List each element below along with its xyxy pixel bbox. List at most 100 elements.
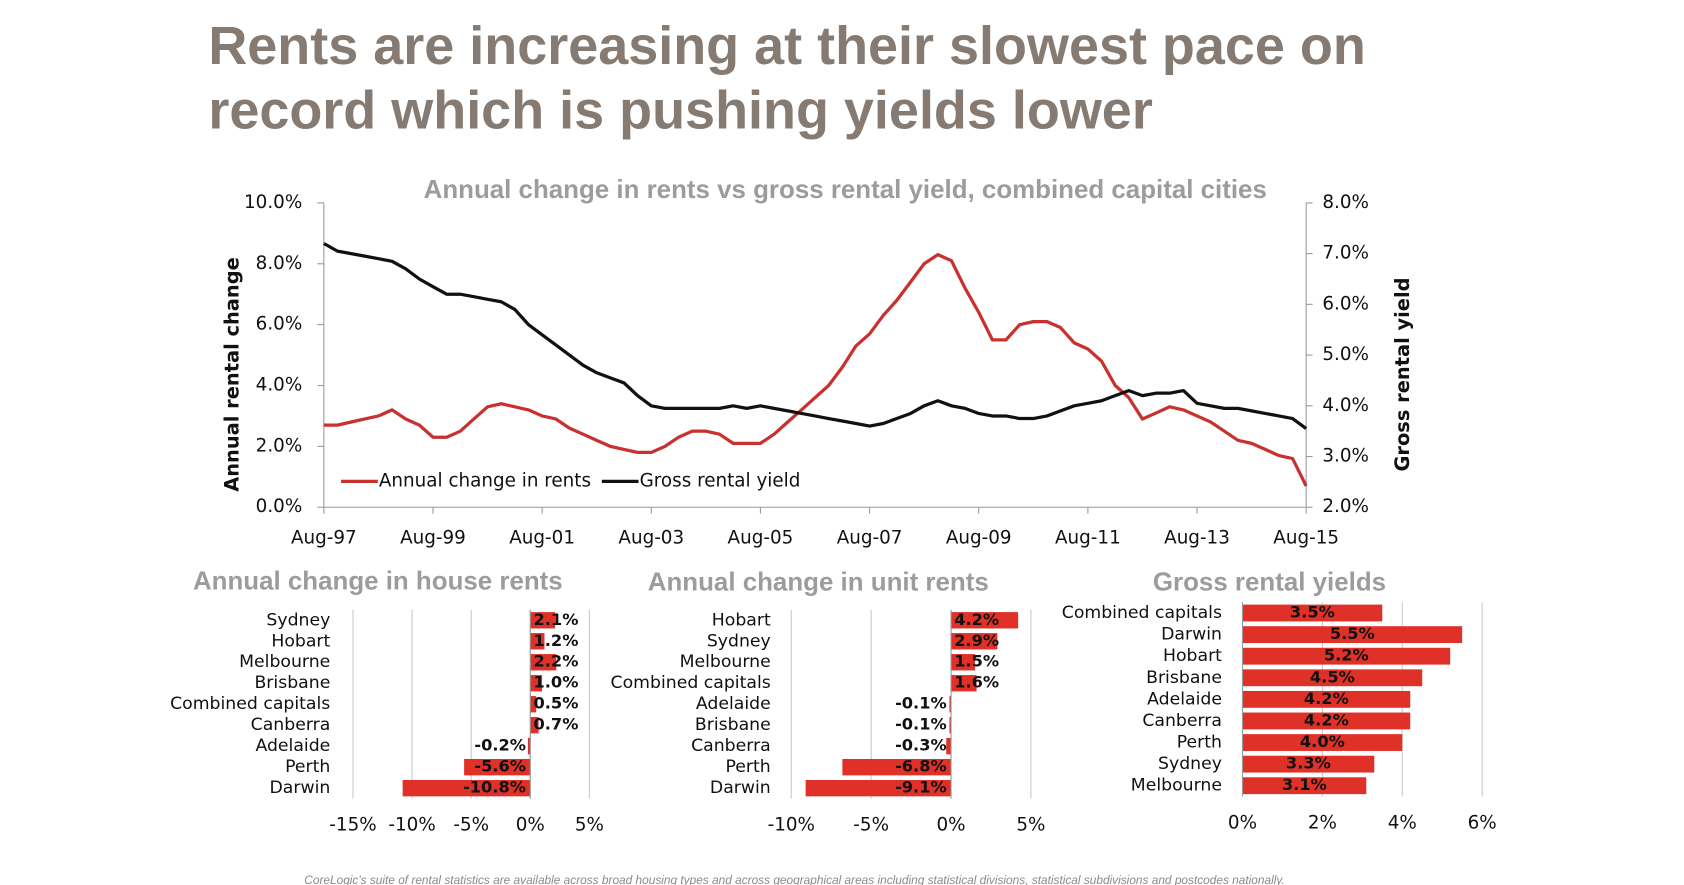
bar	[402, 779, 531, 797]
category-label: Darwin	[710, 778, 771, 798]
x-tick-label: 0%	[936, 815, 965, 836]
bar	[527, 738, 531, 755]
category-label: Adelaide	[696, 694, 771, 714]
chart-title: Gross rental yields	[1153, 569, 1386, 597]
y2-tick-label: 4.0%	[1322, 395, 1369, 416]
data-label: 1.5%	[954, 652, 999, 671]
data-label: 1.6%	[954, 673, 999, 692]
bar	[530, 654, 557, 671]
x-tick-label: 4%	[1388, 812, 1417, 833]
data-label: 3.5%	[1290, 603, 1335, 622]
y2-tick-label: 3.0%	[1322, 446, 1369, 467]
x-tick-label: -5%	[853, 815, 889, 836]
data-label: 0.5%	[534, 694, 579, 713]
category-label: Darwin	[1161, 625, 1222, 645]
bar	[1242, 734, 1403, 751]
category-label: Melbourne	[1131, 776, 1222, 796]
data-label: -9.1%	[895, 778, 947, 797]
data-label: 1.2%	[534, 631, 579, 650]
bar	[530, 633, 545, 650]
x-tick-label: 2%	[1308, 812, 1337, 833]
bar	[1242, 755, 1375, 773]
data-label: 2.1%	[534, 610, 579, 629]
x-tick-label: Aug-07	[837, 528, 903, 549]
data-label: 4.2%	[1304, 689, 1349, 708]
bar	[530, 612, 556, 629]
bar	[951, 654, 975, 671]
x-tick-label: Aug-03	[618, 528, 684, 549]
category-label: Darwin	[269, 778, 330, 798]
category-label: Adelaide	[1147, 689, 1222, 709]
chart-title: Annual change in rents vs gross rental y…	[424, 176, 1267, 204]
category-label: Canberra	[691, 736, 771, 756]
category-label: Sydney	[266, 610, 330, 630]
category-label: Hobart	[712, 610, 771, 630]
data-label: -0.1%	[895, 715, 947, 734]
category-label: Combined capitals	[611, 673, 771, 693]
page-title: record which is pushing yields lower	[208, 81, 1153, 141]
y2-tick-label: 7.0%	[1322, 243, 1369, 264]
category-label: Brisbane	[254, 673, 330, 693]
bar	[530, 717, 539, 734]
data-label: 1.0%	[534, 673, 579, 692]
x-tick-label: Aug-13	[1164, 528, 1230, 549]
data-label: 2.9%	[954, 631, 999, 650]
category-label: Sydney	[707, 631, 771, 651]
bar	[1242, 626, 1463, 644]
y2-tick-label: 2.0%	[1322, 496, 1369, 517]
x-tick-label: 6%	[1468, 812, 1497, 833]
data-label: -6.8%	[895, 757, 947, 776]
legend-label: Annual change in rents	[379, 470, 591, 491]
bar	[842, 758, 952, 776]
x-tick-label: -5%	[453, 815, 489, 836]
x-tick-label: Aug-99	[400, 528, 466, 549]
data-label: -5.6%	[474, 757, 526, 776]
data-label: 5.5%	[1330, 624, 1375, 643]
category-label: Canberra	[251, 715, 331, 735]
bar	[1242, 669, 1423, 687]
category-label: Sydney	[1158, 754, 1222, 774]
y-tick-label: 8.0%	[256, 253, 303, 274]
x-tick-label: Aug-01	[509, 528, 575, 549]
y2-tick-label: 6.0%	[1322, 293, 1369, 314]
category-label: Hobart	[271, 631, 330, 651]
x-tick-label: 0%	[516, 815, 545, 836]
category-label: Canberra	[1142, 711, 1222, 731]
category-label: Melbourne	[239, 652, 330, 672]
y2-axis-title: Gross rental yield	[1391, 278, 1414, 472]
x-tick-label: 5%	[1016, 815, 1045, 836]
x-tick-label: Aug-11	[1055, 528, 1121, 549]
x-tick-label: Aug-97	[291, 528, 357, 549]
x-tick-label: Aug-05	[728, 528, 794, 549]
bar	[951, 675, 977, 692]
x-tick-label: -10%	[388, 815, 435, 836]
bar	[949, 696, 952, 713]
y-axis-title: Annual rental change	[221, 257, 244, 492]
y-tick-label: 6.0%	[256, 314, 303, 335]
bar	[951, 633, 998, 650]
chart-title: Annual change in unit rents	[648, 569, 989, 597]
x-tick-label: Aug-15	[1273, 528, 1339, 549]
bar	[1242, 712, 1411, 730]
y2-tick-label: 8.0%	[1322, 192, 1369, 213]
bar	[530, 675, 543, 692]
data-label: 5.2%	[1324, 646, 1369, 665]
data-label: -0.3%	[895, 736, 947, 755]
data-label: -10.8%	[463, 778, 526, 797]
series-line	[323, 252, 1308, 487]
data-label: 3.3%	[1286, 754, 1331, 773]
bar	[951, 612, 1019, 629]
category-label: Adelaide	[255, 736, 330, 756]
chart-title: Annual change in house rents	[193, 568, 563, 596]
bar	[1242, 647, 1451, 665]
y-tick-label: 10.0%	[244, 192, 302, 213]
y-tick-label: 0.0%	[256, 496, 303, 517]
y-tick-label: 4.0%	[256, 375, 303, 396]
bar	[949, 717, 952, 734]
data-label: 0.7%	[534, 715, 579, 734]
data-label: 2.2%	[534, 652, 579, 671]
x-tick-label: 5%	[575, 815, 604, 836]
x-tick-label: Aug-09	[946, 528, 1012, 549]
y2-tick-label: 5.0%	[1322, 344, 1369, 365]
